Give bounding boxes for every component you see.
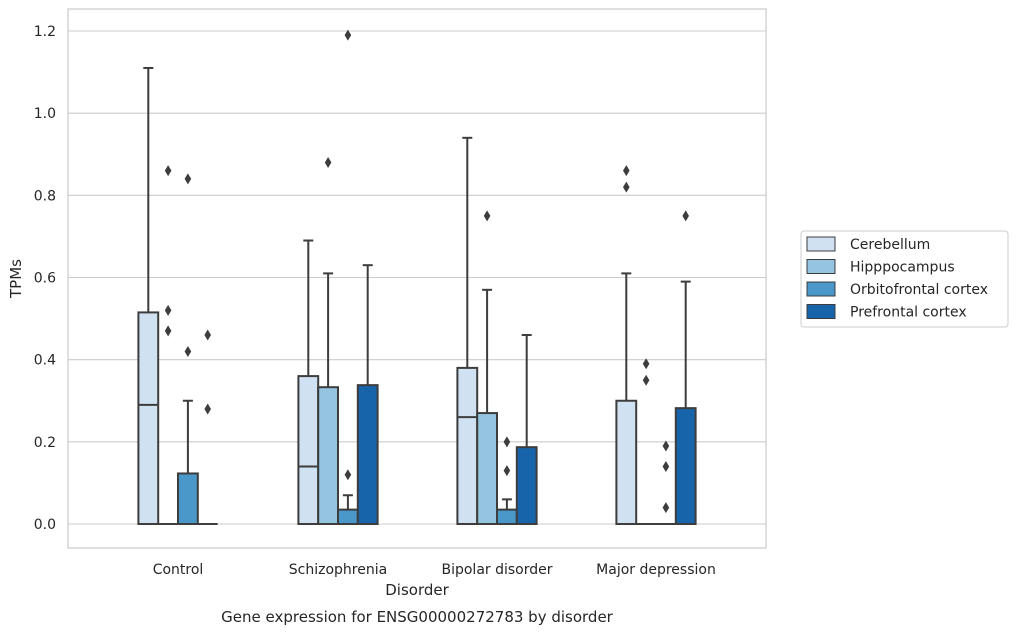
outlier-point <box>623 165 630 177</box>
outlier-point <box>623 181 630 193</box>
y-tick-label: 0.0 <box>34 517 56 533</box>
box-rect <box>674 407 697 525</box>
x-axis-ticks: Control Schizophrenia Bipolar disorder Majo… <box>153 562 716 578</box>
box-rect <box>317 386 340 525</box>
box-rect <box>476 412 499 526</box>
outlier-point <box>164 304 172 316</box>
legend-swatch <box>806 281 836 297</box>
x-tick-label: Bipolar disorder <box>441 562 552 578</box>
legend-label: Prefrontal cortex <box>850 305 967 321</box>
y-tick-label: 0.4 <box>34 353 56 369</box>
box-cerebellum <box>137 66 160 525</box>
y-tick-label: 0.6 <box>34 271 56 287</box>
outlier-point <box>503 465 511 477</box>
outlier-point <box>662 502 670 514</box>
outlier-point <box>184 173 192 185</box>
outlier-point <box>662 440 670 452</box>
outlier-point <box>184 345 192 357</box>
y-axis-label: TPMs <box>7 259 25 299</box>
x-tick-label: Schizophrenia <box>289 562 387 578</box>
box-cerebellum <box>297 239 320 525</box>
legend-swatch <box>806 304 836 319</box>
outlier-point <box>164 325 172 337</box>
outlier-point <box>642 358 650 370</box>
legend: Cerebellum Hipppocampus Orbitofrontal cort… <box>800 230 1009 328</box>
box-prefrontal-cortex <box>197 329 218 525</box>
outlier-point <box>164 165 172 177</box>
box-rect <box>297 375 320 525</box>
x-tick-label: Major depression <box>596 562 716 578</box>
outlier-point <box>204 403 211 415</box>
legend-label: Cerebellum <box>850 237 930 253</box>
chart-title: Gene expression for ENSG00000272783 by d… <box>221 608 614 626</box>
box-prefrontal-cortex <box>515 334 538 525</box>
box-rect <box>177 472 199 525</box>
outlier-point <box>503 436 511 448</box>
y-tick-label: 0.2 <box>34 435 56 451</box>
box-rect <box>496 508 518 525</box>
box-orbitofrontal-cortex <box>337 29 359 525</box>
box-hipppocampus <box>317 156 340 525</box>
box-rect <box>615 399 638 525</box>
box-rect <box>356 384 379 525</box>
box-rect <box>515 446 538 525</box>
y-axis-ticks: 0.0 0.2 0.4 0.6 0.8 1.0 1.2 <box>34 24 56 533</box>
outlier-point <box>662 460 670 472</box>
box-cerebellum <box>456 136 479 525</box>
outlier-point <box>344 29 352 41</box>
box-orbitofrontal-cortex <box>496 436 518 525</box>
legend-swatch <box>806 236 836 252</box>
outlier-point <box>682 210 689 222</box>
box-series <box>137 29 697 526</box>
box-hipppocampus <box>476 210 499 526</box>
outlier-point <box>324 156 332 168</box>
box-orbitofrontal-cortex <box>656 440 676 525</box>
outlier-point <box>642 374 650 386</box>
box-rect <box>456 366 479 525</box>
outlier-point <box>483 210 491 222</box>
outlier-point <box>204 329 211 341</box>
legend-swatch <box>806 259 836 274</box>
box-rect <box>337 508 359 525</box>
grid-lines <box>68 30 766 525</box>
box-prefrontal-cortex <box>674 210 697 525</box>
legend-frame <box>800 230 1009 328</box>
box-orbitofrontal-cortex <box>177 173 199 525</box>
box-prefrontal-cortex <box>356 264 379 525</box>
y-tick-label: 1.0 <box>34 106 56 122</box>
plot-frame <box>67 8 767 549</box>
box-rect <box>137 311 160 525</box>
outlier-point <box>344 469 352 481</box>
box-cerebellum <box>615 165 638 525</box>
legend-label: Orbitofrontal cortex <box>850 282 988 298</box>
box-hipppocampus <box>158 165 178 525</box>
y-tick-label: 0.8 <box>34 188 56 204</box>
x-tick-label: Control <box>153 562 204 578</box>
box-hipppocampus <box>636 358 656 525</box>
y-tick-label: 1.2 <box>34 24 56 40</box>
legend-label: Hipppocampus <box>850 260 955 276</box>
x-axis-label: Disorder <box>385 581 449 599</box>
